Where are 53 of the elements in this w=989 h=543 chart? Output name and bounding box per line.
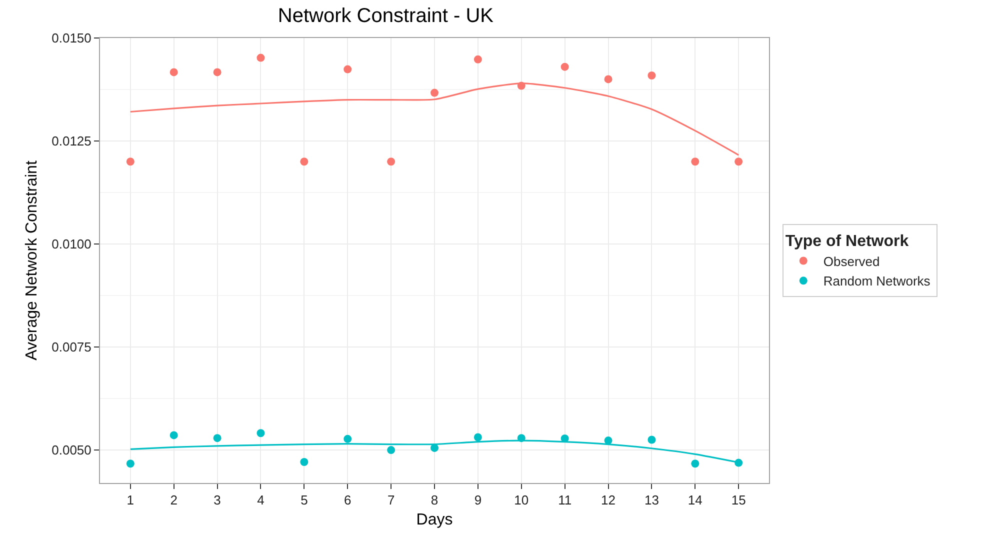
x-tick-label: 6 [344, 492, 352, 508]
y-tick-label: 0.0075 [52, 340, 92, 355]
y-tick-label: 0.0050 [52, 442, 92, 458]
x-tick-label: 7 [387, 492, 395, 508]
point [691, 158, 700, 166]
line-series [130, 82, 740, 156]
point [126, 158, 134, 166]
point [560, 62, 569, 71]
x-axis-title: Days [416, 511, 453, 528]
point [474, 433, 482, 442]
point [170, 68, 178, 76]
point [344, 65, 352, 74]
x-tick-label: 5 [300, 492, 308, 508]
x-tick-label: 9 [474, 492, 482, 508]
point [170, 431, 178, 440]
point [604, 436, 612, 445]
legend-label: Random Networks [823, 274, 931, 289]
x-tick-label: 13 [644, 492, 659, 508]
legend-title: Type of Network [785, 232, 909, 250]
point [691, 460, 700, 468]
point [430, 88, 438, 97]
point [213, 68, 222, 76]
x-tick-label: 11 [558, 492, 572, 508]
point [430, 444, 438, 452]
point [604, 75, 612, 84]
point [648, 72, 656, 80]
point [126, 460, 134, 468]
point [387, 446, 396, 454]
x-tick-label: 1 [126, 492, 134, 508]
x-tick-label: 4 [257, 492, 264, 508]
x-tick-label: 10 [514, 492, 529, 508]
chart-title: Network Constraint - UK [278, 5, 494, 28]
y-tick-label: 0.0150 [52, 30, 92, 46]
y-tick-label: 0.0125 [52, 134, 92, 149]
point [474, 55, 482, 64]
point [300, 458, 308, 466]
point [648, 436, 656, 444]
point [300, 158, 308, 166]
point [387, 158, 396, 166]
point [344, 434, 352, 443]
x-tick-label: 14 [688, 492, 702, 508]
x-tick-label: 12 [601, 492, 616, 508]
x-tick-label: 3 [214, 492, 221, 508]
point [734, 158, 743, 166]
y-tick-label: 0.0100 [52, 236, 92, 252]
x-tick-label: 2 [170, 492, 178, 508]
y-axis-title: Average Network Constraint [24, 160, 41, 360]
legend-label: Observed [823, 254, 880, 269]
point [213, 434, 222, 442]
x-tick-label: 8 [430, 492, 438, 508]
point [256, 54, 265, 62]
point [256, 429, 265, 438]
x-tick-label: 15 [731, 492, 746, 508]
